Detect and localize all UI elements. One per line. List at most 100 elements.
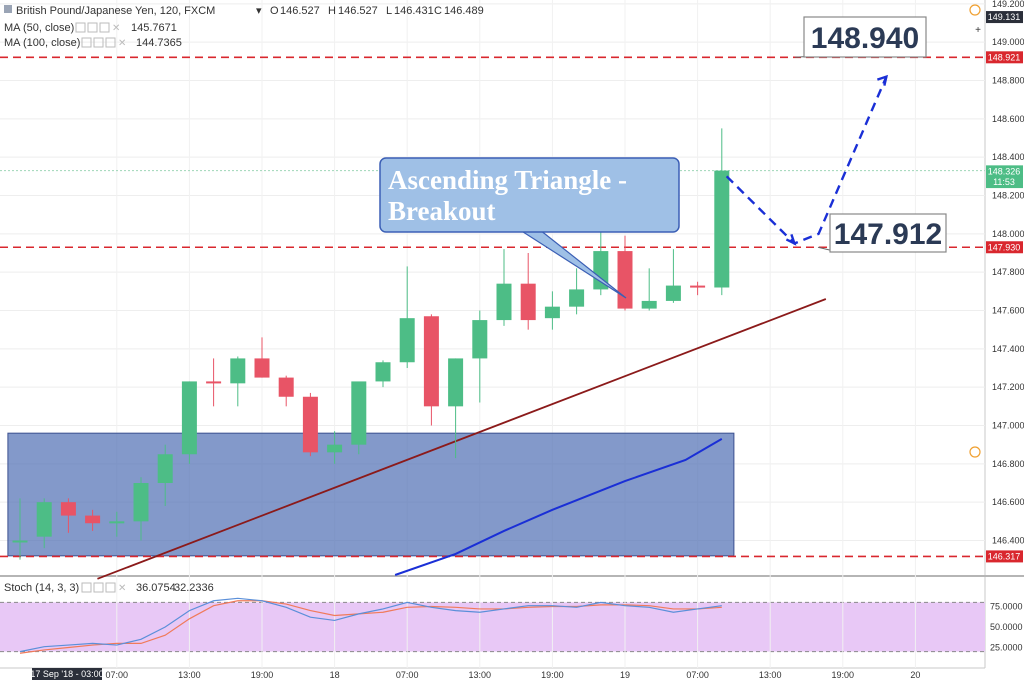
candle-body: [351, 381, 367, 445]
price-tag: [986, 176, 1023, 189]
candle-body: [278, 377, 294, 397]
ma100-settings-icon[interactable]: [93, 37, 104, 48]
ohlc-close-label: C: [434, 5, 442, 17]
candle-body: [109, 521, 125, 524]
target-label: 148.940: [811, 22, 919, 55]
ma50-visibility-icon[interactable]: [75, 22, 86, 33]
time-tick: 13:00: [178, 670, 201, 680]
candle-body: [641, 300, 657, 309]
price-tick: 147.600: [992, 306, 1024, 316]
price-tick: 148.800: [992, 76, 1024, 86]
alert-icon[interactable]: [969, 4, 981, 16]
ohlc-readout: O 146.527 H 146.527 L 146.431 C 146.489: [270, 5, 484, 17]
ohlc-high-label: H: [328, 5, 336, 17]
candle-body: [520, 283, 536, 321]
price-tick: 147.400: [992, 344, 1024, 354]
price-tag: [986, 241, 1023, 254]
candle-body: [12, 540, 28, 543]
price-tag: [986, 51, 1023, 64]
stoch-remove-icon[interactable]: ✕: [118, 583, 126, 594]
price-tag: [986, 550, 1023, 563]
candle-body: [496, 283, 512, 321]
retest-label: 147.912: [834, 218, 942, 251]
projection-arrowhead-up: [876, 74, 888, 86]
time-tick: 19:00: [251, 670, 274, 680]
candle-body: [230, 358, 246, 384]
alert-icon-secondary[interactable]: [969, 446, 981, 458]
candle-body: [690, 285, 706, 288]
ohlc-low-label: L: [386, 5, 392, 17]
price-tick: 146.600: [992, 497, 1024, 507]
candle-body: [206, 381, 222, 384]
symbol-title[interactable]: British Pound/Japanese Yen, 120, FXCM: [16, 5, 215, 17]
consolidation-box: [7, 432, 735, 557]
ohlc-low-value: 146.431: [394, 5, 434, 17]
candle-body: [302, 396, 318, 453]
ma50-settings-icon[interactable]: [87, 22, 98, 33]
candle-body: [665, 285, 681, 301]
candle-body: [133, 483, 149, 522]
candle-body: [375, 362, 391, 382]
ma50-label[interactable]: MA (50, close): [4, 22, 74, 34]
symbol-collapse-button[interactable]: [4, 5, 12, 13]
price-tag-label: 11:53: [993, 177, 1015, 187]
price-tick: 148.000: [992, 229, 1024, 239]
time-tick: 18: [330, 670, 340, 680]
time-tick: 19: [620, 670, 630, 680]
price-tick: 147.800: [992, 267, 1024, 277]
candle-body: [472, 320, 488, 359]
candles-layer: [12, 128, 730, 560]
header-dropdown-icon[interactable]: ▾: [256, 5, 262, 17]
candle-body: [85, 515, 101, 524]
price-tag-label: 146.317: [988, 551, 1021, 561]
price-tag-label: 147.930: [988, 242, 1021, 252]
price-tick: 146.800: [992, 459, 1024, 469]
ascending-trendline: [97, 298, 827, 580]
stoch-format-icon[interactable]: [105, 582, 116, 593]
stoch-band: [0, 602, 985, 652]
candle-body: [254, 358, 270, 378]
price-tag-label: 148.921: [988, 52, 1021, 62]
moving-average-line: [394, 438, 723, 576]
ma100-remove-icon[interactable]: ✕: [118, 38, 126, 49]
candle-body: [327, 444, 343, 453]
stoch-settings-icon[interactable]: [93, 582, 104, 593]
candle-body: [617, 251, 633, 309]
stoch-tick: 75.0000: [990, 602, 1023, 612]
consolidation-box-layer: [7, 432, 735, 557]
time-tick: 07:00: [106, 670, 129, 680]
ma100-label[interactable]: MA (100, close): [4, 37, 80, 49]
ma100-format-icon[interactable]: [105, 37, 116, 48]
ohlc-open-value: 146.527: [280, 5, 320, 17]
target-label-box: [803, 16, 927, 58]
stoch-visibility-icon[interactable]: [81, 582, 92, 593]
stoch-d-value: 32.2336: [174, 582, 214, 594]
candle-body: [569, 289, 585, 307]
price-tick: 148.400: [992, 152, 1024, 162]
time-cursor-label: 17 Sep '18 - 03:00: [30, 669, 103, 679]
retest-label-box: [829, 213, 947, 253]
ma100-visibility-icon[interactable]: [81, 37, 92, 48]
candle-body: [544, 306, 560, 319]
price-tag-label: 149.131: [988, 12, 1021, 22]
ma100-controls: ✕: [81, 37, 126, 49]
ma50-format-icon[interactable]: [99, 22, 110, 33]
stoch-label[interactable]: Stoch (14, 3, 3): [4, 582, 79, 594]
annotations-layer: 148.940 147.912 Ascending Triangle -Breako…: [379, 16, 947, 299]
candle-body: [36, 502, 52, 537]
chart-header: British Pound/Japanese Yen, 120, FXCM ▾ …: [4, 4, 981, 458]
time-tick: 19:00: [832, 670, 855, 680]
candle-body: [157, 454, 173, 483]
projection-path: [725, 76, 888, 245]
ma50-remove-icon[interactable]: ✕: [112, 23, 120, 34]
projection-arrowhead-down: [785, 234, 797, 246]
candle-body: [423, 316, 439, 407]
price-tick: 147.200: [992, 382, 1024, 392]
time-tick: 13:00: [469, 670, 492, 680]
time-cursor-tag: [32, 668, 102, 680]
ma50-value: 145.7671: [131, 22, 177, 34]
candle-body: [448, 358, 464, 407]
ohlc-open-label: O: [270, 5, 279, 17]
crosshair-icon: +: [975, 25, 981, 36]
pattern-callout-box: [379, 157, 680, 233]
